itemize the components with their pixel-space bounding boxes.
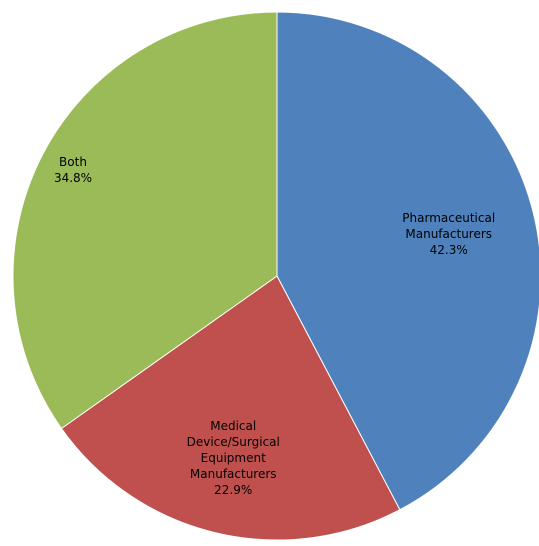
pie-slice — [60, 275, 401, 541]
value-label: 42.3% — [429, 242, 468, 257]
value-label: 22.9% — [214, 483, 253, 498]
category-label: Pharmaceutical Manufacturers — [402, 210, 496, 241]
category-label: Medical Device/Surgical Equipment Manufa… — [186, 419, 280, 482]
value-label: 34.8% — [53, 171, 93, 186]
pie-slice — [12, 11, 278, 430]
slice-label: Both 34.8% — [43, 154, 103, 186]
pie-slice — [276, 11, 539, 511]
category-label: Both — [59, 155, 87, 170]
slice-label: Medical Device/Surgical Equipment Manufa… — [174, 418, 292, 498]
slice-label: Pharmaceutical Manufacturers 42.3% — [394, 210, 504, 258]
